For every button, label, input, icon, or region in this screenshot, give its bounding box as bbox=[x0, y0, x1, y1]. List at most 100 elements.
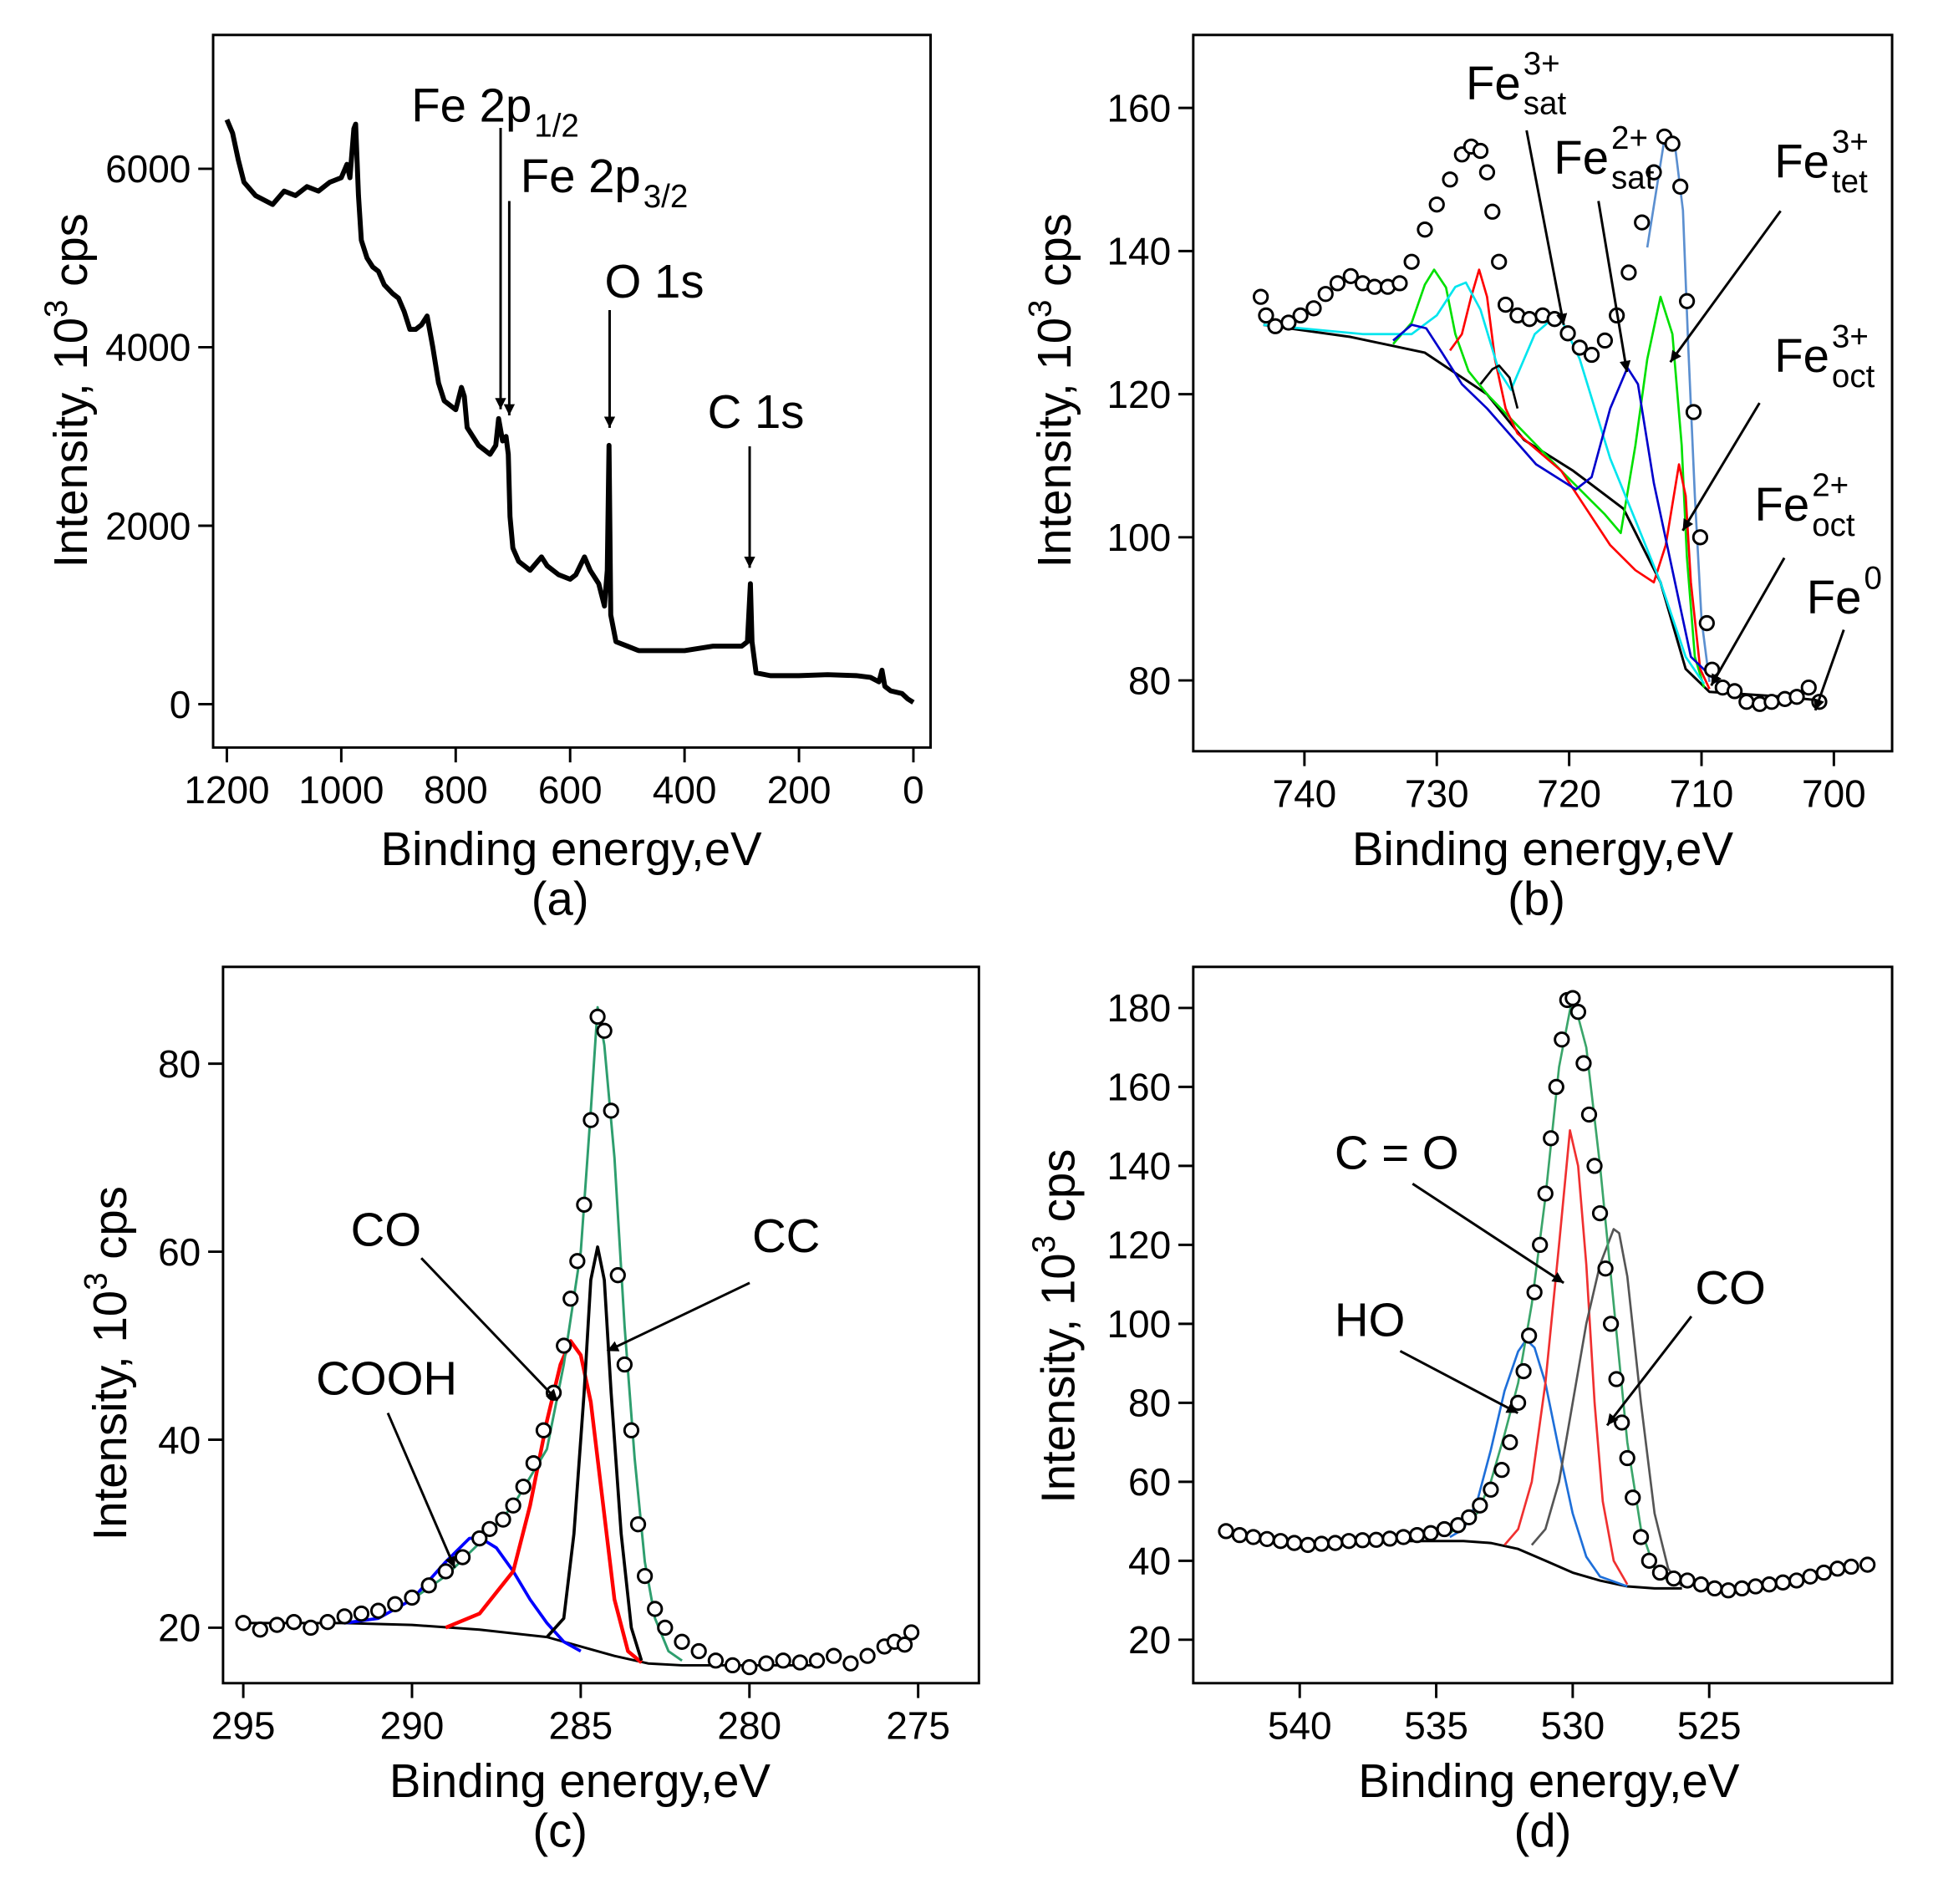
data-point bbox=[1472, 142, 1489, 160]
x-tick-label: 275 bbox=[886, 1704, 950, 1748]
curve bbox=[1448, 268, 1711, 690]
data-point bbox=[1543, 1130, 1559, 1147]
y-label-sup: 3 bbox=[38, 299, 74, 317]
data-point bbox=[1672, 178, 1689, 195]
annotation: C = O bbox=[1335, 1126, 1459, 1179]
plot-frame bbox=[221, 965, 980, 1685]
data-point bbox=[842, 1655, 859, 1672]
annotation: Fe bbox=[1774, 329, 1829, 382]
annotation: CO bbox=[351, 1203, 421, 1255]
data-point bbox=[1472, 1497, 1488, 1514]
data-point bbox=[1774, 1574, 1792, 1591]
data-point bbox=[1218, 1523, 1234, 1540]
data-point bbox=[1280, 314, 1297, 331]
y-tick-label: 100 bbox=[1106, 1302, 1171, 1346]
y-label-part: Intensity, 10 bbox=[44, 318, 97, 568]
curve bbox=[224, 119, 915, 705]
plot-frame bbox=[1192, 965, 1894, 1685]
data-point bbox=[1483, 1481, 1499, 1498]
data-point bbox=[1509, 1394, 1527, 1411]
data-point bbox=[657, 1619, 674, 1637]
y-label-part: Intensity, 10 bbox=[1031, 1253, 1084, 1504]
data-point bbox=[896, 1637, 913, 1653]
y-label-part: Intensity, 10 bbox=[1028, 318, 1081, 568]
y-label-sup: 3 bbox=[1022, 299, 1058, 317]
data-point bbox=[826, 1647, 842, 1664]
y-tick-label: 60 bbox=[158, 1230, 201, 1274]
y-tick-label: 120 bbox=[1106, 1224, 1171, 1267]
data-point bbox=[1267, 318, 1284, 334]
annotation-arrow bbox=[1525, 130, 1568, 326]
data-point bbox=[707, 1652, 725, 1669]
data-point bbox=[1800, 679, 1817, 696]
data-point bbox=[1859, 1556, 1876, 1573]
annotation: HO bbox=[1335, 1294, 1406, 1347]
data-point bbox=[603, 1102, 619, 1119]
data-point bbox=[1763, 694, 1780, 710]
data-point bbox=[1403, 253, 1420, 270]
annotation: Fe bbox=[1754, 478, 1809, 531]
data-point bbox=[1641, 1552, 1657, 1569]
data-point bbox=[1788, 1572, 1805, 1589]
y-tick-label: 80 bbox=[1128, 1382, 1171, 1425]
y-tick-label: 4000 bbox=[105, 326, 191, 369]
x-tick-label: 1200 bbox=[184, 768, 269, 812]
curve bbox=[1530, 1228, 1683, 1587]
data-point bbox=[1815, 1564, 1833, 1581]
data-point bbox=[471, 1530, 488, 1547]
y-tick-label: 40 bbox=[1128, 1540, 1171, 1583]
x-tick-label: 285 bbox=[549, 1704, 613, 1748]
y-label-part: Intensity, 10 bbox=[84, 1291, 136, 1541]
data-point bbox=[1691, 529, 1709, 546]
data-point bbox=[1720, 1582, 1737, 1599]
data-point bbox=[1546, 311, 1563, 328]
data-point bbox=[1422, 1525, 1439, 1541]
data-point bbox=[1272, 1533, 1289, 1550]
data-point bbox=[758, 1655, 775, 1672]
data-point bbox=[576, 1196, 593, 1213]
data-point bbox=[1327, 1535, 1344, 1551]
data-point bbox=[235, 1615, 252, 1632]
curve bbox=[1503, 1129, 1629, 1586]
y-label-part: cps bbox=[44, 213, 97, 299]
x-axis-label: Binding energy,eV bbox=[1358, 1754, 1740, 1807]
data-point bbox=[1292, 307, 1309, 324]
curve bbox=[1408, 1540, 1682, 1590]
data-point bbox=[1571, 339, 1588, 356]
panel-label: (c) bbox=[532, 1805, 588, 1857]
data-point bbox=[1259, 1530, 1275, 1547]
panel: 1200 1000 800 600 400 200 00200040006000Bindin… bbox=[38, 33, 932, 925]
annotation: Fe bbox=[1774, 135, 1829, 187]
annotation-sup: 3+ bbox=[1832, 125, 1869, 160]
annotation: COOH bbox=[316, 1352, 457, 1404]
data-point bbox=[1679, 1572, 1696, 1589]
curve bbox=[1392, 323, 1724, 689]
data-point bbox=[1726, 683, 1743, 700]
data-point bbox=[1586, 1158, 1603, 1174]
curve bbox=[1391, 268, 1706, 688]
curve bbox=[1479, 364, 1519, 410]
data-point bbox=[252, 1621, 268, 1638]
data-point bbox=[1692, 1576, 1710, 1593]
curve bbox=[1263, 281, 1706, 685]
data-point bbox=[1666, 1570, 1682, 1587]
y-label-part: cps bbox=[1031, 1149, 1084, 1235]
annotation-sub: 3/2 bbox=[643, 179, 689, 215]
data-point bbox=[1788, 689, 1805, 705]
data-point bbox=[1491, 253, 1508, 270]
y-tick-label: 100 bbox=[1106, 516, 1171, 559]
annotation: Fe bbox=[1554, 131, 1609, 184]
data-point bbox=[387, 1596, 404, 1612]
data-point bbox=[1596, 332, 1614, 349]
annotation-arrow bbox=[606, 1281, 750, 1352]
data-point bbox=[1829, 1560, 1846, 1577]
data-point bbox=[495, 1511, 511, 1528]
data-point bbox=[1651, 1564, 1669, 1581]
x-tick-label: 535 bbox=[1404, 1704, 1468, 1748]
data-point bbox=[1428, 196, 1445, 213]
data-point bbox=[690, 1642, 707, 1660]
y-label-sup: 3 bbox=[1026, 1235, 1062, 1253]
data-point bbox=[404, 1589, 420, 1606]
annotation: Fe 2p bbox=[411, 79, 532, 132]
